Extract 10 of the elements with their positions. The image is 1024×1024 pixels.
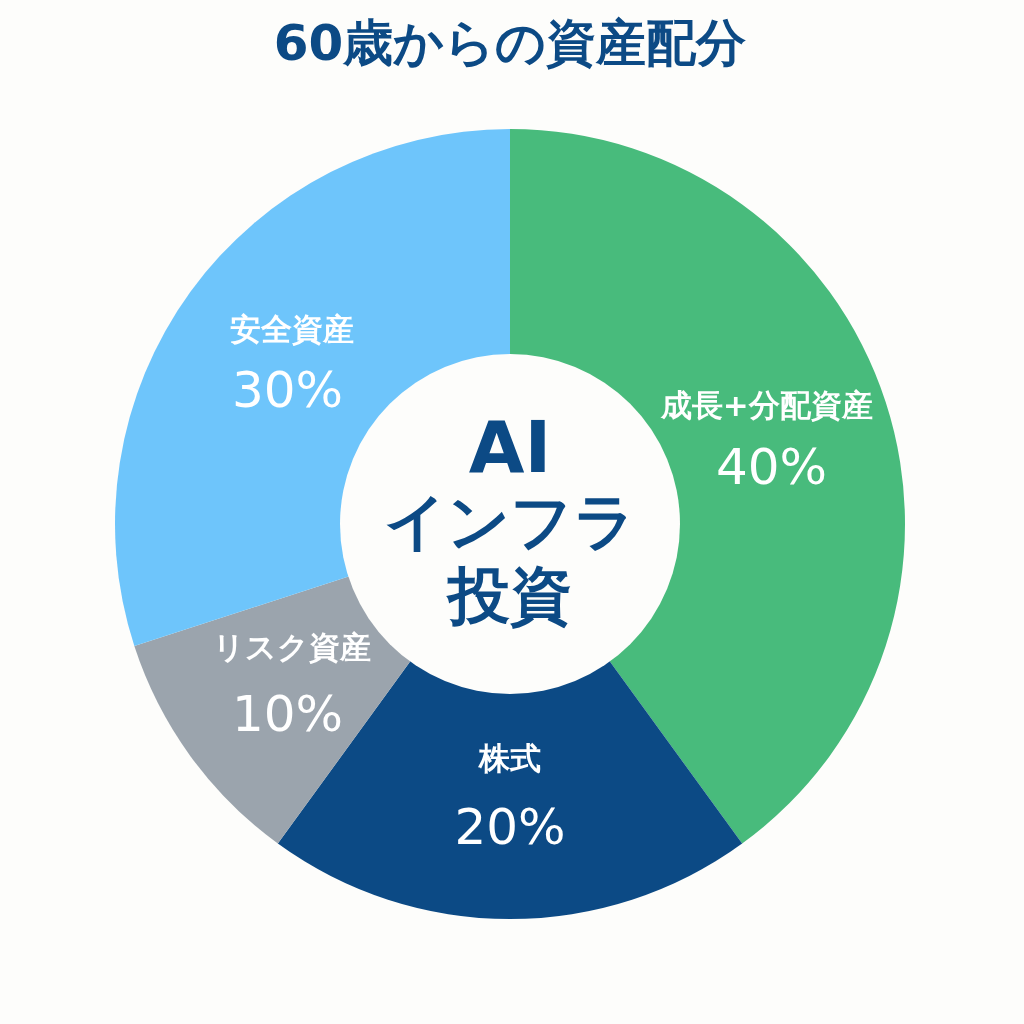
data-label: 40% <box>715 438 828 497</box>
data-label: 20% <box>454 798 566 856</box>
slice-label: 株式 <box>478 740 541 776</box>
slice-label: 安全資産 <box>229 311 354 348</box>
slice-label: リスク資産 <box>212 628 371 665</box>
slice-label: 成長+分配資産 <box>659 386 873 423</box>
data-label: 10% <box>231 684 344 743</box>
data-label: 30% <box>231 361 344 420</box>
chart-title: 60歳からの資産配分 <box>273 14 747 72</box>
text: 投資 <box>446 559 572 632</box>
